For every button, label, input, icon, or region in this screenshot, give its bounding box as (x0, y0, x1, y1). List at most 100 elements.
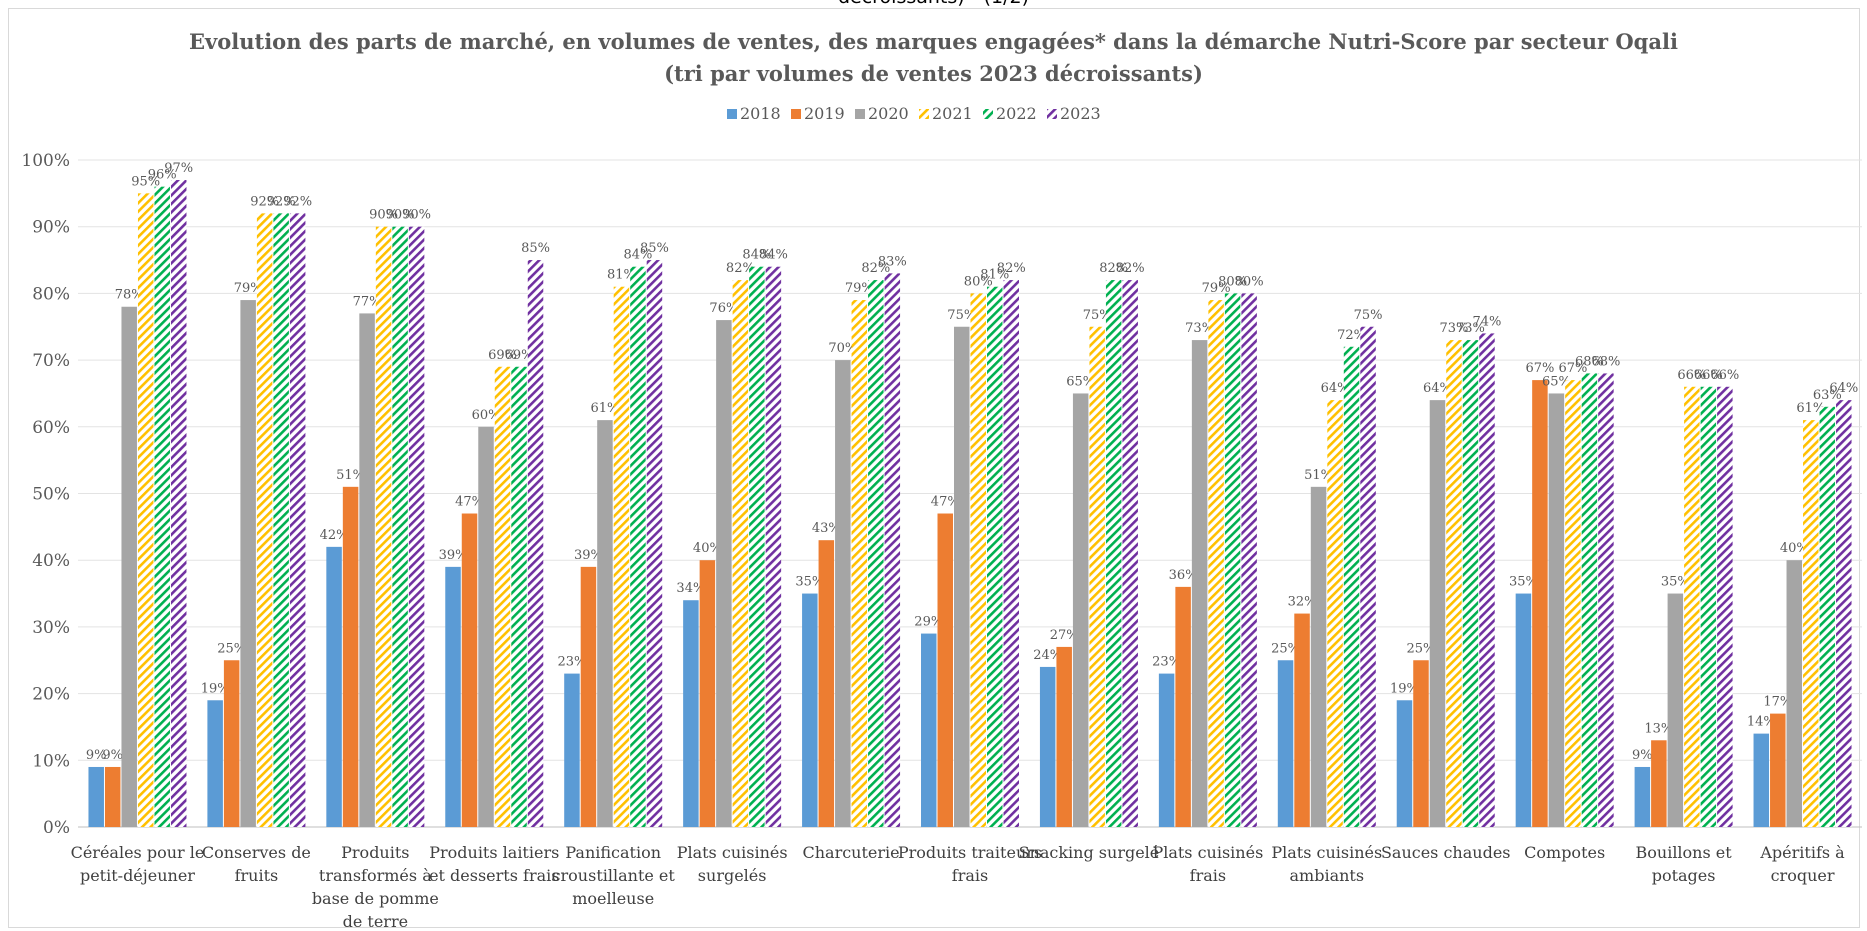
data-label: 24% (1033, 648, 1062, 663)
bar (445, 566, 461, 827)
data-label: 69% (488, 348, 517, 363)
bar (1565, 380, 1581, 827)
data-label: 85% (640, 241, 669, 256)
bar (1598, 373, 1614, 827)
data-label: 70% (828, 341, 857, 356)
data-label: 74% (1473, 314, 1502, 329)
data-label: 90% (386, 208, 415, 223)
chart-frame (8, 8, 1860, 928)
data-label: 66% (1694, 368, 1723, 383)
data-label: 96% (148, 168, 177, 183)
data-label: 29% (914, 615, 943, 630)
data-label: 92% (283, 194, 312, 209)
bar (970, 293, 986, 827)
data-label: 80% (1218, 274, 1247, 289)
data-label: 65% (1542, 374, 1571, 389)
bar (207, 700, 223, 827)
category-label: Plats cuisinés surgelés (677, 843, 788, 885)
data-label: 84% (742, 248, 771, 263)
category-label: Produits transformés à base de pomme de ter… (312, 843, 439, 931)
data-label: 97% (164, 161, 193, 176)
data-label: 64% (1829, 381, 1858, 396)
y-tick-label: 0% (43, 818, 70, 838)
data-label: 35% (1509, 575, 1538, 590)
bar (613, 286, 630, 828)
bar (749, 266, 765, 828)
data-label: 83% (878, 254, 907, 269)
data-label: 61% (590, 401, 619, 416)
bar (121, 306, 137, 827)
bar (1548, 393, 1565, 827)
bar (716, 320, 732, 827)
bar (884, 273, 901, 827)
data-label: 64% (1423, 381, 1452, 396)
data-label: 82% (861, 261, 890, 276)
data-label: 25% (1407, 641, 1436, 656)
data-label: 25% (1271, 641, 1300, 656)
data-label: 82% (1116, 261, 1145, 276)
category-label: Plats cuisinés ambiants (1271, 843, 1382, 885)
data-label: 76% (709, 301, 738, 316)
legend-swatch (919, 109, 929, 119)
data-label: 39% (574, 548, 603, 563)
category-label: Conserves de fruits (202, 843, 311, 885)
data-label: 23% (557, 655, 586, 670)
data-label: 80% (964, 274, 993, 289)
data-label: 42% (320, 528, 349, 543)
data-label: 51% (336, 468, 365, 483)
y-tick-label: 50% (32, 485, 70, 505)
data-label: 92% (267, 194, 296, 209)
data-label: 66% (1677, 368, 1706, 383)
data-label: 75% (1354, 308, 1383, 323)
bar (1667, 593, 1684, 827)
data-label: 69% (505, 348, 534, 363)
data-label: 77% (353, 294, 382, 309)
bar (1836, 400, 1852, 827)
bar (104, 766, 121, 827)
legend-label: 2022 (996, 104, 1037, 123)
data-label: 9% (86, 748, 107, 763)
bar (1819, 406, 1836, 827)
data-label: 84% (759, 248, 788, 263)
bar (154, 186, 170, 827)
bar (359, 313, 375, 827)
category-label: Plats cuisinés frais (1152, 843, 1263, 885)
data-label: 95% (131, 174, 160, 189)
bar (1294, 613, 1310, 827)
chart-title: Evolution des parts de marché, en volume… (189, 29, 1678, 54)
bar (1429, 400, 1446, 827)
data-label: 47% (931, 495, 960, 510)
chart-title-block: Evolution des parts de marché, en volume… (0, 26, 1867, 90)
bar (392, 226, 408, 827)
data-label: 72% (1337, 328, 1366, 343)
bar (273, 213, 289, 828)
bar (478, 426, 494, 827)
bar (1089, 326, 1105, 827)
data-label: 82% (997, 261, 1026, 276)
category-label: Charcuterie (802, 843, 899, 862)
legend-label: 2018 (740, 104, 781, 123)
legend-swatch (855, 109, 865, 119)
data-label: 35% (795, 575, 824, 590)
bar (326, 546, 342, 827)
data-label: 27% (1050, 628, 1079, 643)
bar (1700, 386, 1717, 827)
bar (646, 260, 663, 827)
bar (240, 300, 256, 827)
bar (375, 226, 392, 827)
data-label: 68% (1591, 354, 1620, 369)
bar (511, 366, 527, 827)
bar (851, 300, 868, 827)
bar (1479, 333, 1495, 827)
data-label: 84% (623, 248, 652, 263)
bar (921, 633, 937, 827)
category-label: Compotes (1524, 843, 1605, 862)
bar (630, 266, 646, 828)
data-label: 90% (369, 208, 398, 223)
chart-subtitle: (tri par volumes de ventes 2023 décroiss… (664, 61, 1203, 86)
bar (802, 593, 818, 827)
bar (1003, 280, 1019, 827)
data-label: 40% (1780, 541, 1809, 556)
bar (954, 326, 970, 827)
